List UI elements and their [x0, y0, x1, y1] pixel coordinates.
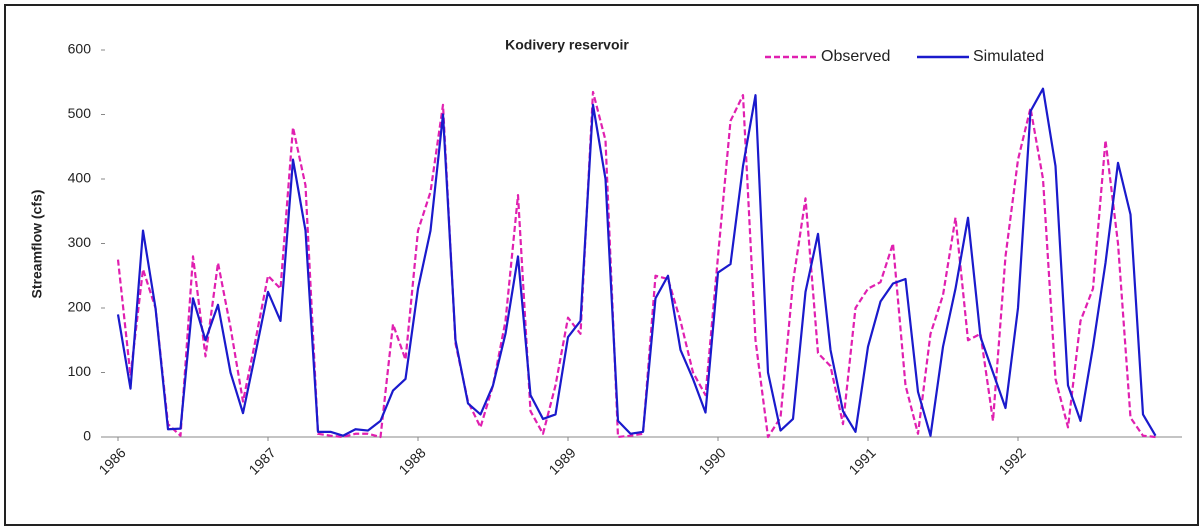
y-tick-label: 500 — [68, 105, 92, 121]
y-tick-label: 300 — [68, 234, 92, 250]
series-line — [116, 90, 1156, 439]
y-tick-label: 200 — [68, 299, 92, 315]
y-tick-label: 100 — [68, 363, 92, 379]
frame — [4, 4, 1199, 526]
series-line — [116, 87, 1157, 437]
y-tick-label: 600 — [68, 41, 92, 57]
y-axis-label: Streamflow (cfs) — [29, 190, 45, 299]
y-tick-label: 0 — [83, 428, 91, 444]
legend-label: Simulated — [973, 48, 1044, 65]
y-tick-label: 400 — [68, 170, 92, 186]
legend-label: Observed — [821, 48, 890, 65]
chart-title: Kodivery reservoir — [505, 37, 629, 53]
